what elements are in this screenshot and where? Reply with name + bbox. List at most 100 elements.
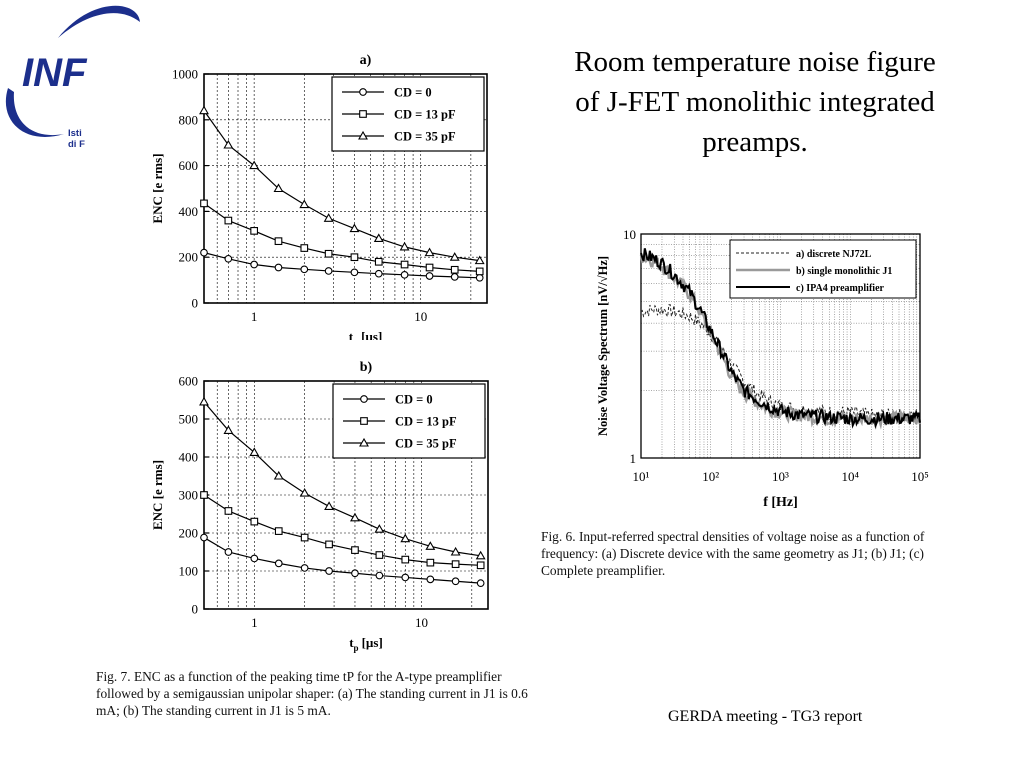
data-point <box>426 558 435 567</box>
x-tick-label: 1 <box>251 309 258 324</box>
series-line <box>640 248 921 429</box>
data-point <box>224 548 233 556</box>
data-point <box>300 564 309 572</box>
data-point <box>401 555 410 564</box>
fig6-caption: Fig. 6. Input-referred spectral densitie… <box>541 529 925 578</box>
data-point <box>375 571 384 580</box>
data-point <box>475 267 484 276</box>
fig7-caption: Fig. 7. ENC as a function of the peaking… <box>96 669 528 718</box>
data-point <box>350 268 359 277</box>
series-line <box>203 494 481 566</box>
y-tick-label: 10 <box>623 227 636 242</box>
legend-label: CD = 35 pF <box>395 437 457 451</box>
y-tick-label: 100 <box>179 564 199 579</box>
infn-logo: INF Isti di F <box>5 5 140 150</box>
data-point <box>325 540 333 549</box>
data-point <box>299 487 310 497</box>
series-line <box>640 304 921 424</box>
data-point <box>300 533 309 542</box>
series-line <box>203 202 480 272</box>
legend-marker <box>360 395 368 403</box>
data-point <box>200 199 208 208</box>
data-point <box>324 501 335 510</box>
data-point <box>300 244 309 252</box>
data-point <box>325 567 333 575</box>
x-axis-label-unit: [µs] <box>362 635 383 650</box>
data-point <box>400 260 409 269</box>
data-point <box>400 270 409 279</box>
data-point <box>350 253 359 262</box>
data-point <box>401 573 410 582</box>
data-point <box>299 199 310 209</box>
data-point <box>374 257 383 266</box>
data-point <box>323 213 334 222</box>
data-point <box>199 396 209 406</box>
data-point <box>249 447 260 456</box>
data-point <box>324 267 333 275</box>
data-point <box>223 139 234 149</box>
data-point <box>350 512 360 522</box>
series-line <box>203 537 481 584</box>
data-point <box>199 105 209 115</box>
logo-subtext-1: Isti <box>68 128 82 139</box>
x-tick-label: 1 <box>251 615 258 630</box>
data-point <box>273 183 284 193</box>
data-point <box>224 216 233 225</box>
data-point <box>451 577 460 586</box>
data-point <box>273 470 284 480</box>
x-axis-label: tp[µs] <box>349 635 383 653</box>
data-point <box>400 533 411 543</box>
x-tick-label: 10 <box>415 615 428 630</box>
data-point <box>250 227 258 235</box>
data-point <box>374 524 385 533</box>
data-point <box>249 160 260 170</box>
data-point <box>224 254 233 263</box>
data-point <box>450 546 461 556</box>
y-tick-label: 600 <box>179 374 199 389</box>
legend-label: CD = 13 pF <box>394 108 456 122</box>
data-point <box>399 241 410 251</box>
legend-label: CD = 35 pF <box>394 130 456 144</box>
series-line <box>203 252 480 279</box>
data-point <box>476 561 485 570</box>
slide-title: Room temperature noise figure of J-FET m… <box>574 46 936 158</box>
legend-label: CD = 13 pF <box>395 415 457 429</box>
y-tick-label: 600 <box>179 158 199 173</box>
logo-subtext-2: di F <box>68 139 85 150</box>
enc-chart-a: 0 200 400 600 800 1000 1 10 ENC [e rms] tp[µs] a) C… <box>150 53 488 340</box>
enc-chart-b: 0 100 200 300 400 500 600 1 10 ENC [e rms] tp [µs] b… <box>150 360 489 653</box>
data-point <box>449 252 460 261</box>
y-tick-label: 1 <box>630 451 637 466</box>
legend-marker <box>359 88 367 96</box>
data-point <box>224 507 233 515</box>
legend-label: c) IPA4 preamplifier <box>796 283 885 294</box>
legend-marker <box>358 130 368 140</box>
data-point <box>200 491 208 499</box>
data-point <box>351 569 359 578</box>
x-axis-label: f [Hz] <box>763 495 798 510</box>
data-point <box>475 550 486 560</box>
y-tick-label: 400 <box>179 450 199 465</box>
logo-arc-top <box>58 5 140 38</box>
legend-marker <box>360 417 368 425</box>
x-axis-label-subscript: p <box>354 643 359 653</box>
data-point <box>424 247 435 257</box>
y-tick-label: 500 <box>179 412 199 427</box>
x-axis-label: tp[µs] <box>349 329 383 340</box>
y-tick-label: 0 <box>192 296 199 311</box>
x-tick-label: 10¹ <box>633 469 650 484</box>
data-point <box>425 541 436 550</box>
data-point <box>274 527 283 535</box>
data-point <box>200 533 208 542</box>
data-point <box>200 248 208 257</box>
series-line <box>203 110 480 262</box>
data-point <box>274 237 283 246</box>
data-point <box>374 269 383 278</box>
plot-frame <box>203 73 488 304</box>
x-tick-label: 10⁵ <box>911 469 929 484</box>
y-axis-label: Noise Voltage Spectrum [nV/√Hz] <box>596 256 610 436</box>
x-tick-label: 10⁴ <box>841 469 859 484</box>
panel-label: a) <box>360 53 372 68</box>
data-point <box>300 265 309 274</box>
logo-text: INF <box>22 51 88 95</box>
